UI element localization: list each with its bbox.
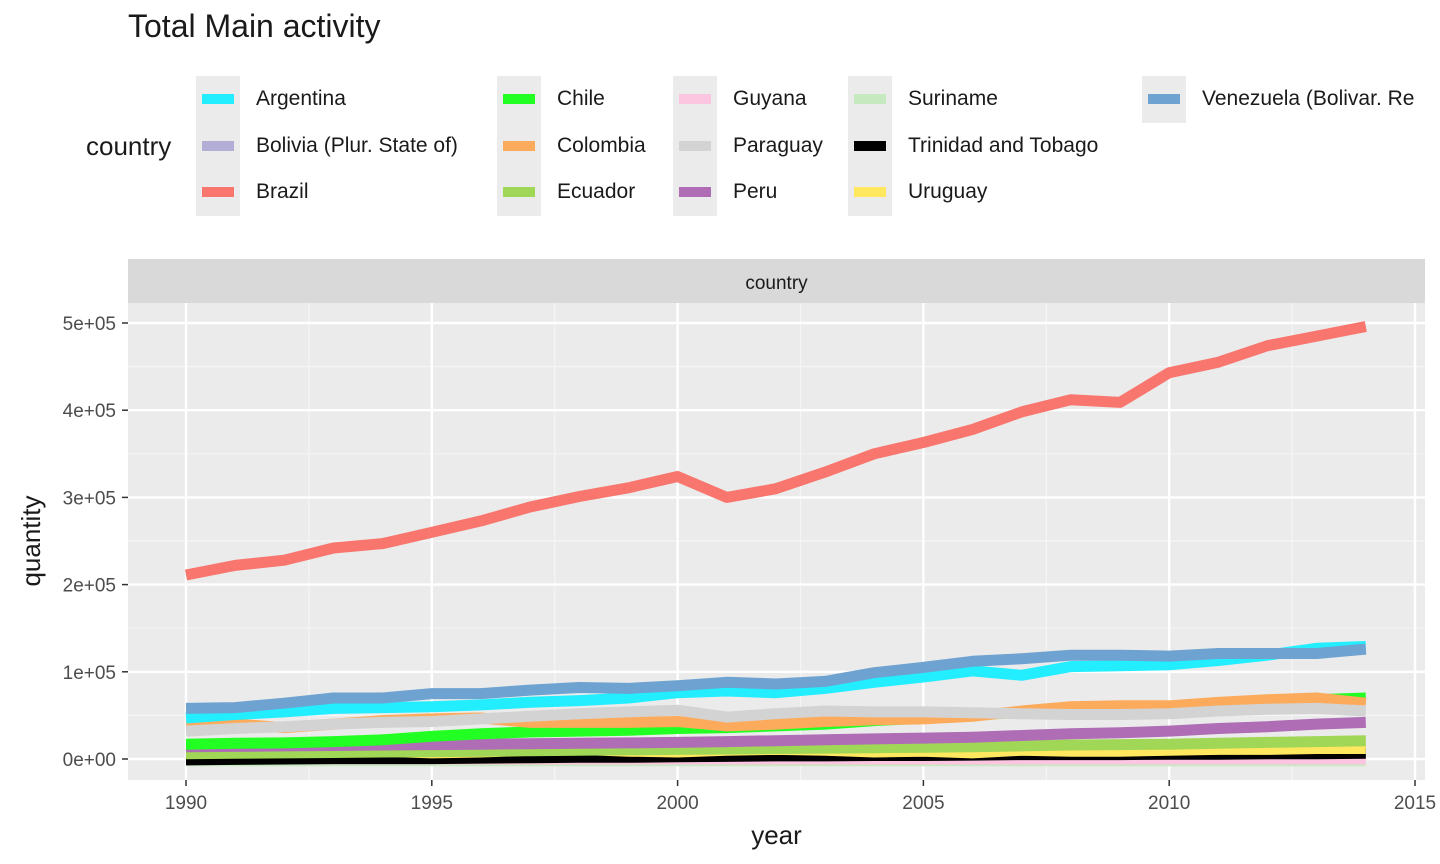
- legend-column: Chile Colombia Ecuador: [497, 76, 797, 216]
- legend-label: Paraguay: [733, 133, 823, 157]
- legend-column: Argentina Bolivia (Plur. State of) Brazil: [196, 76, 496, 216]
- x-axis: 1990 1995 2000 2005 2010 2015: [165, 780, 1436, 814]
- legend-key: [196, 76, 240, 123]
- legend-item: Argentina: [196, 76, 496, 123]
- legend-label: Peru: [733, 180, 778, 204]
- legend-swatch: [854, 187, 886, 197]
- legend: Argentina Bolivia (Plur. State of) Brazil C…: [0, 0, 1440, 230]
- series-line-brazil: [184, 321, 1367, 581]
- x-tick-label: 2000: [656, 793, 698, 814]
- legend-item: Paraguay: [673, 122, 973, 169]
- y-tick-label: 3e+05: [63, 488, 116, 509]
- y-tick-label: 4e+05: [63, 401, 116, 422]
- legend-column: Venezuela (Bolivar. Re: [1142, 76, 1440, 123]
- legend-label: Bolivia (Plur. State of): [256, 133, 458, 157]
- legend-key: [497, 76, 541, 123]
- legend-label: Brazil: [256, 180, 309, 204]
- legend-key: [673, 169, 717, 216]
- legend-item: Brazil: [196, 169, 496, 216]
- legend-title: country: [86, 131, 172, 161]
- facet-strip: [128, 259, 1425, 303]
- legend-item: Suriname: [848, 76, 1148, 123]
- legend-key: [196, 169, 240, 216]
- legend-key: [848, 76, 892, 123]
- legend-swatch: [503, 187, 535, 197]
- legend-item: Uruguay: [848, 169, 1148, 216]
- legend-swatch: [679, 94, 711, 104]
- legend-item: Trinidad and Tobago: [848, 122, 1148, 169]
- legend-column: Guyana Paraguay Peru: [673, 76, 973, 216]
- y-tick-label: 1e+05: [63, 663, 116, 684]
- legend-column: Suriname Trinidad and Tobago Uruguay: [848, 76, 1148, 216]
- legend-key: [196, 122, 240, 169]
- legend-item: Venezuela (Bolivar. Re: [1142, 76, 1440, 123]
- legend-swatch: [503, 94, 535, 104]
- legend-key: [497, 169, 541, 216]
- legend-label: Ecuador: [557, 180, 636, 204]
- legend-swatch: [202, 94, 234, 104]
- series-line-venezuela-bolivar-rep: [185, 643, 1367, 714]
- legend-swatch: [1148, 94, 1180, 104]
- x-tick-label: 1995: [411, 793, 453, 814]
- legend-key: [848, 122, 892, 169]
- legend-label: Trinidad and Tobago: [908, 133, 1099, 157]
- legend-key: [1142, 76, 1186, 123]
- series-line-paraguay: [185, 702, 1367, 737]
- legend-key: [497, 122, 541, 169]
- x-tick-label: 2005: [902, 793, 944, 814]
- facet-strip-label: country: [745, 273, 808, 294]
- x-tick-label: 2015: [1394, 793, 1436, 814]
- legend-label: Colombia: [557, 133, 646, 157]
- series-lines: [184, 321, 1367, 767]
- x-tick-label: 1990: [165, 793, 207, 814]
- legend-swatch: [679, 140, 711, 151]
- legend-swatch: [854, 140, 886, 151]
- x-tick-label: 2010: [1148, 793, 1190, 814]
- legend-item: Bolivia (Plur. State of): [196, 122, 496, 169]
- legend-label: Uruguay: [908, 180, 988, 204]
- chart-title: Total Main activity: [128, 8, 381, 44]
- legend-item: Chile: [497, 76, 797, 123]
- legend-swatch: [503, 140, 535, 151]
- legend-key: [673, 76, 717, 123]
- legend-item: Colombia: [497, 122, 797, 169]
- y-axis: 0e+00 1e+05 2e+05 3e+05 4e+05 5e+05: [63, 314, 128, 771]
- legend-key: [848, 169, 892, 216]
- legend-swatch: [854, 94, 886, 104]
- legend-label: Argentina: [256, 87, 346, 111]
- y-tick-label: 5e+05: [63, 314, 116, 335]
- legend-swatch: [679, 187, 711, 197]
- legend-swatch: [202, 187, 234, 197]
- legend-label: Chile: [557, 87, 605, 111]
- legend-swatch: [202, 140, 234, 151]
- y-tick-label: 2e+05: [63, 576, 116, 597]
- x-axis-label: year: [751, 820, 802, 850]
- legend-label: Venezuela (Bolivar. Re: [1202, 87, 1415, 111]
- legend-key: [673, 122, 717, 169]
- legend-item: Guyana: [673, 76, 973, 123]
- series-line-ecuador: [185, 735, 1366, 760]
- legend-label: Guyana: [733, 87, 807, 111]
- legend-label: Suriname: [908, 87, 998, 111]
- legend-item: Peru: [673, 169, 973, 216]
- y-tick-label: 0e+00: [63, 750, 116, 771]
- legend-item: Ecuador: [497, 169, 797, 216]
- y-axis-label: quantity: [16, 495, 46, 586]
- series-line-argentina: [185, 641, 1367, 724]
